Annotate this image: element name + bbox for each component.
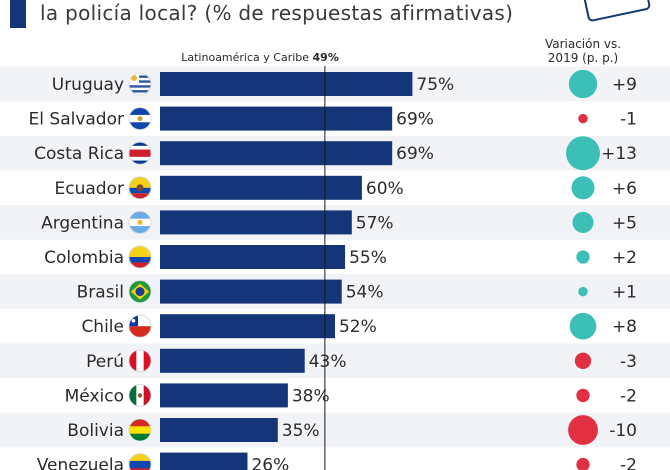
bar-value-label: 60%	[366, 179, 404, 199]
corner-logo-icon	[582, 0, 652, 23]
bar	[160, 383, 288, 408]
bar-chart: Variación vs.2019 (p. p.) Latinoamérica y…	[0, 38, 670, 470]
variation-header-line1: Variación vs.	[545, 38, 621, 51]
variation-label: -10	[609, 421, 637, 441]
bar-value-label: 69%	[396, 144, 434, 164]
bar	[160, 210, 352, 235]
bar-value-label: 69%	[396, 110, 434, 130]
bar	[160, 314, 335, 339]
variation-label: +1	[612, 283, 637, 303]
variation-bubble	[574, 352, 592, 369]
country-label: Argentina	[41, 213, 124, 233]
bar	[160, 279, 342, 304]
variation-bubble	[576, 250, 590, 264]
bar-value-label: 52%	[339, 317, 377, 337]
country-label: Ecuador	[55, 179, 124, 199]
mexico-flag-icon	[128, 383, 152, 407]
variation-bubble	[578, 113, 588, 124]
bar-value-label: 43%	[309, 352, 347, 372]
bar	[160, 245, 346, 269]
bar	[160, 106, 393, 131]
variation-label: +8	[612, 317, 637, 337]
variation-label: -2	[620, 456, 637, 470]
country-label: México	[65, 386, 124, 406]
reference-line-value: 49%	[313, 51, 339, 64]
bar-value-label: 26%	[251, 456, 289, 470]
ecuador-flag-icon	[128, 176, 152, 200]
bar-value-label: 38%	[292, 386, 330, 406]
bar-value-label: 55%	[349, 248, 387, 268]
variation-bubble	[571, 176, 595, 200]
colombia-flag-icon	[128, 245, 152, 269]
el-salvador-flag-icon	[128, 107, 152, 130]
variation-bubble	[566, 136, 600, 171]
chile-flag-icon	[128, 314, 152, 338]
bar	[160, 348, 305, 373]
chart-subtitle: la policía local? (% de respuestas afirm…	[40, 1, 514, 25]
country-label: Perú	[86, 352, 124, 372]
bar	[160, 175, 362, 200]
bar-value-label: 75%	[416, 75, 454, 95]
row-background	[0, 412, 670, 448]
brazil-flag-icon	[128, 280, 152, 304]
variation-label: +5	[612, 213, 637, 233]
variation-label: -3	[620, 352, 637, 372]
variation-header-line2: 2019 (p. p.)	[548, 51, 618, 65]
variation-bubble	[568, 69, 598, 99]
variation-bubble	[578, 286, 588, 297]
venezuela-flag-icon	[128, 453, 152, 470]
title-accent-bar	[10, 0, 26, 28]
bar	[160, 72, 413, 96]
variation-label: +2	[612, 248, 637, 268]
country-label: Brasil	[77, 283, 124, 303]
bar-value-label: 54%	[346, 283, 384, 303]
variation-label: -2	[620, 386, 637, 406]
bar-value-label: 57%	[356, 213, 394, 233]
country-label: Costa Rica	[34, 144, 124, 164]
variation-bubble	[568, 415, 598, 445]
bar	[160, 418, 278, 442]
variation-label: +13	[601, 144, 637, 164]
country-label: Bolivia	[67, 421, 124, 441]
country-label: Colombia	[44, 248, 124, 268]
reference-line-label: Latinoamérica y Caribe 49%	[181, 51, 339, 64]
chart-header: la policía local? (% de respuestas afirm…	[0, 0, 670, 38]
bolivia-flag-icon	[128, 418, 152, 442]
uruguay-flag-icon	[128, 72, 152, 96]
argentina-flag-icon	[128, 210, 152, 234]
bar	[160, 452, 248, 470]
bar-value-label: 35%	[282, 421, 320, 441]
costa-rica-flag-icon	[128, 141, 152, 165]
variation-bubble	[576, 457, 590, 470]
variation-bubble	[576, 388, 590, 403]
peru-flag-icon	[128, 349, 152, 373]
row-background	[0, 343, 670, 379]
variation-bubble	[569, 312, 597, 340]
country-label: Chile	[81, 317, 124, 337]
variation-label: +6	[612, 179, 637, 199]
bar	[160, 141, 393, 166]
country-label: El Salvador	[29, 110, 124, 130]
variation-label: +9	[612, 75, 637, 95]
variation-label: -1	[620, 110, 637, 130]
country-label: Uruguay	[52, 75, 124, 95]
variation-bubble	[572, 211, 594, 233]
country-label: Venezuela	[37, 456, 124, 470]
